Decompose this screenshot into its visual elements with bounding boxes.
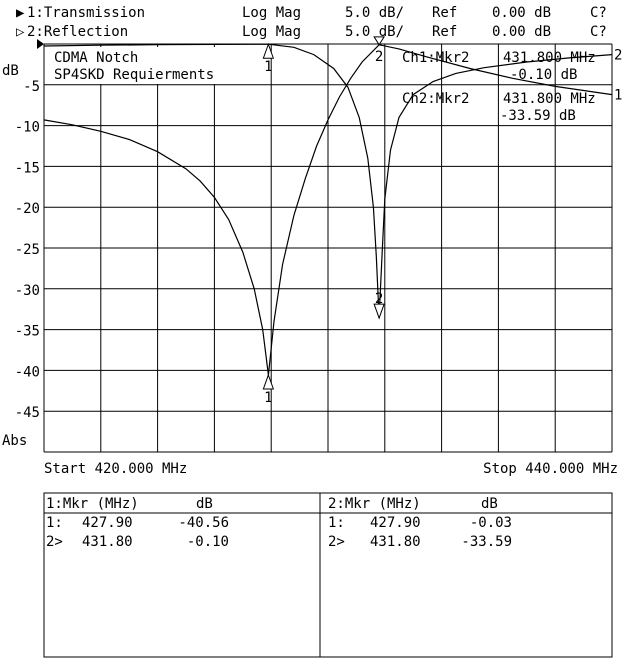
marker-1-triangle-icon	[262, 373, 275, 390]
annotation-line-2: SP4SKD Requierments	[54, 67, 214, 83]
channel-2-ref-value: 0.00 dB	[492, 24, 551, 40]
channel-1-indicator: ▶	[16, 5, 25, 21]
channel-2-title: 2:Reflection	[27, 24, 128, 40]
channel-2-format: Log Mag	[242, 24, 301, 40]
y-unit-label: dB	[2, 63, 19, 79]
y-tick-label: -25	[15, 242, 40, 258]
ch1-readout-label: Ch1:Mkr2	[402, 50, 469, 66]
ch2-row-1-db: -0.03	[470, 515, 512, 531]
ch2-readout-frequency: 431.800 MHz	[503, 91, 596, 107]
marker-2-triangle-icon	[373, 36, 386, 46]
marker-2-label: 2	[375, 291, 383, 307]
channel-1-header: ▶ 1:Transmission Log Mag 5.0 dB/ Ref 0.0…	[16, 5, 607, 21]
marker-2-triangle-icon	[373, 303, 385, 320]
ch2-table-header-marker: 2:Mkr (MHz)	[328, 496, 421, 512]
y-tick-label: -5	[23, 79, 40, 95]
ch1-row-1-freq: 427.90	[82, 515, 133, 531]
y-tick-label: -45	[15, 405, 40, 421]
ch2-readout-label: Ch2:Mkr2	[402, 91, 469, 107]
channel-2-header: ▷ 2:Reflection Log Mag 5.0 dB/ Ref 0.00 …	[16, 24, 607, 40]
channel-1-ref-value: 0.00 dB	[492, 5, 551, 21]
ch2-row-1-id: 1:	[328, 515, 345, 531]
start-frequency: Start 420.000 MHz	[44, 461, 187, 477]
ch2-row-2-id: 2>	[328, 534, 345, 550]
y-tick-label: -30	[15, 283, 40, 299]
y-unit-bottom-label: Abs	[2, 433, 27, 449]
ch1-readout-frequency: 431.800 MHz	[503, 50, 596, 66]
channel-1-title: 1:Transmission	[27, 5, 145, 21]
channel-1-ref-label: Ref	[432, 5, 457, 21]
reference-level-arrow-icon	[37, 39, 44, 49]
ch2-readout-value: -33.59 dB	[500, 108, 576, 124]
ch1-row-1-db: -40.56	[178, 515, 229, 531]
trace-1	[43, 44, 613, 376]
annotation-line-1: CDMA Notch	[54, 50, 138, 66]
ch1-table-header-db: dB	[196, 496, 213, 512]
ch2-row-2-freq: 431.80	[370, 534, 421, 550]
marker-1-label: 1	[264, 390, 272, 406]
plot-grid	[43, 43, 613, 453]
y-tick-label: -20	[15, 201, 40, 217]
y-tick-label: -10	[15, 120, 40, 136]
ch2-row-2-db: -33.59	[461, 534, 512, 550]
marker-2-label: 2	[375, 49, 383, 65]
marker-table: 1:Mkr (MHz) dB 1: 427.90 -40.56 2> 431.8…	[43, 492, 613, 658]
trace-end-label: 2	[614, 48, 622, 64]
ch1-row-1-id: 1:	[46, 515, 63, 531]
stop-frequency: Stop 440.000 MHz	[483, 461, 618, 477]
markers: 1 2 1 2	[262, 36, 386, 406]
channel-2-status: C?	[590, 24, 607, 40]
ch2-row-1-freq: 427.90	[370, 515, 421, 531]
y-tick-label: -40	[15, 364, 40, 380]
marker-1-triangle-icon	[262, 42, 275, 59]
channel-1-status: C?	[590, 5, 607, 21]
trace-end-label: 1	[614, 88, 622, 104]
ch1-row-2-freq: 431.80	[82, 534, 133, 550]
channel-1-scale: 5.0 dB/	[345, 5, 404, 21]
ch1-table-header-marker: 1:Mkr (MHz)	[46, 496, 139, 512]
marker-1-label: 1	[264, 59, 272, 75]
channel-2-ref-label: Ref	[432, 24, 457, 40]
ch1-readout-value: -0.10 dB	[510, 67, 577, 83]
ch2-table-header-db: dB	[481, 496, 498, 512]
channel-2-scale: 5.0 dB/	[345, 24, 404, 40]
channel-1-format: Log Mag	[242, 5, 301, 21]
channel-2-indicator: ▷	[16, 24, 25, 40]
y-axis-tick-labels: -5 -10 -15 -20 -25 -30 -35 -40 -45	[15, 79, 40, 421]
ch1-row-2-db: -0.10	[187, 534, 229, 550]
y-tick-label: -35	[15, 324, 40, 340]
y-tick-label: -15	[15, 160, 40, 176]
ch1-row-2-id: 2>	[46, 534, 63, 550]
